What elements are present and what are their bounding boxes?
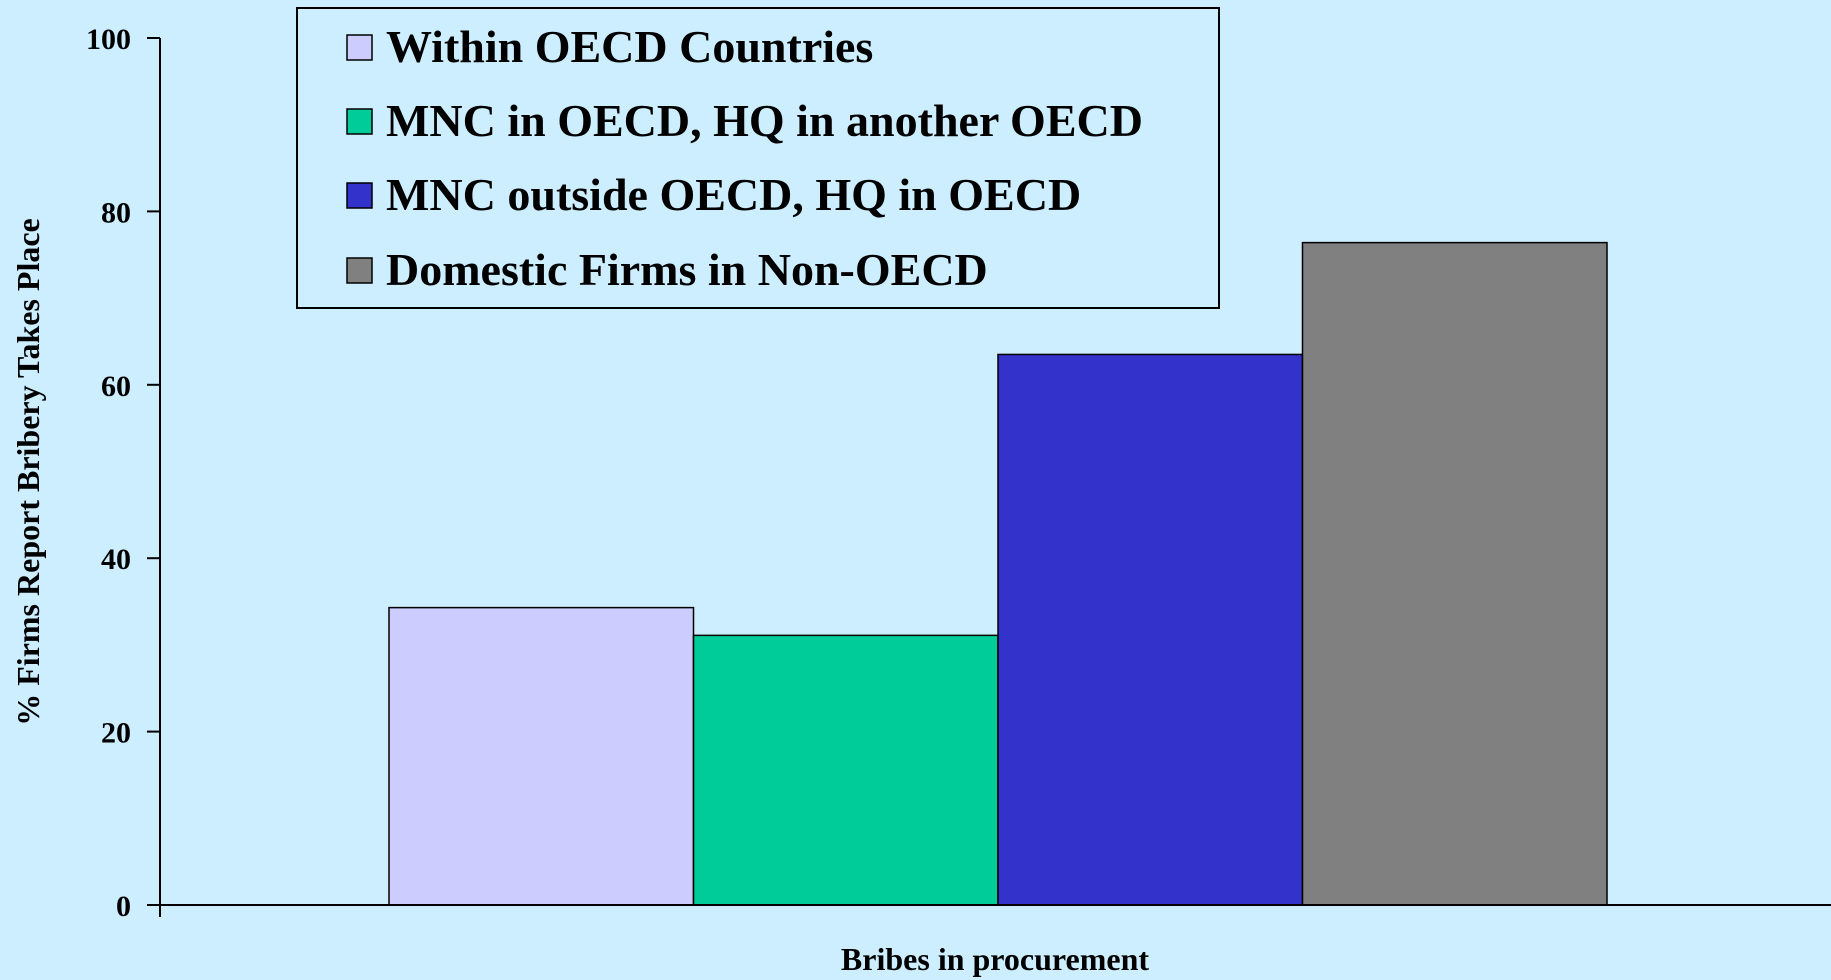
y-tick-label: 80 [101,196,131,229]
bar-4 [1301,241,1608,906]
bar-3 [997,353,1304,906]
y-tick-label: 40 [101,543,131,576]
legend-label-3: MNC outside OECD, HQ in OECD [386,169,1081,220]
bars-group [388,241,1608,906]
legend-swatch-3 [346,182,373,209]
legend-label-2: MNC in OECD, HQ in another OECD [386,95,1143,146]
legend-label-1: Within OECD Countries [386,21,873,72]
legend-label-4: Domestic Firms in Non-OECD [386,244,988,295]
legend-box [296,7,1220,309]
y-tick-label: 20 [101,717,131,750]
legend-swatch-1 [346,34,373,61]
x-axis-category-label: Bribes in procurement [841,941,1149,977]
bar-2 [692,634,999,906]
bar-1 [388,606,695,906]
y-axis-title: % Firms Report Bribery Takes Place [10,218,46,725]
y-tick-label: 100 [86,23,131,56]
y-tick-label: 60 [101,370,131,403]
legend-swatch-4 [346,257,373,284]
axes-group: 0 20 40 60 80 100 [86,23,1831,923]
legend: Within OECD Countries MNC in OECD, HQ in … [296,7,1220,309]
y-tick-label: 0 [116,890,131,923]
legend-swatch-2 [346,108,373,135]
